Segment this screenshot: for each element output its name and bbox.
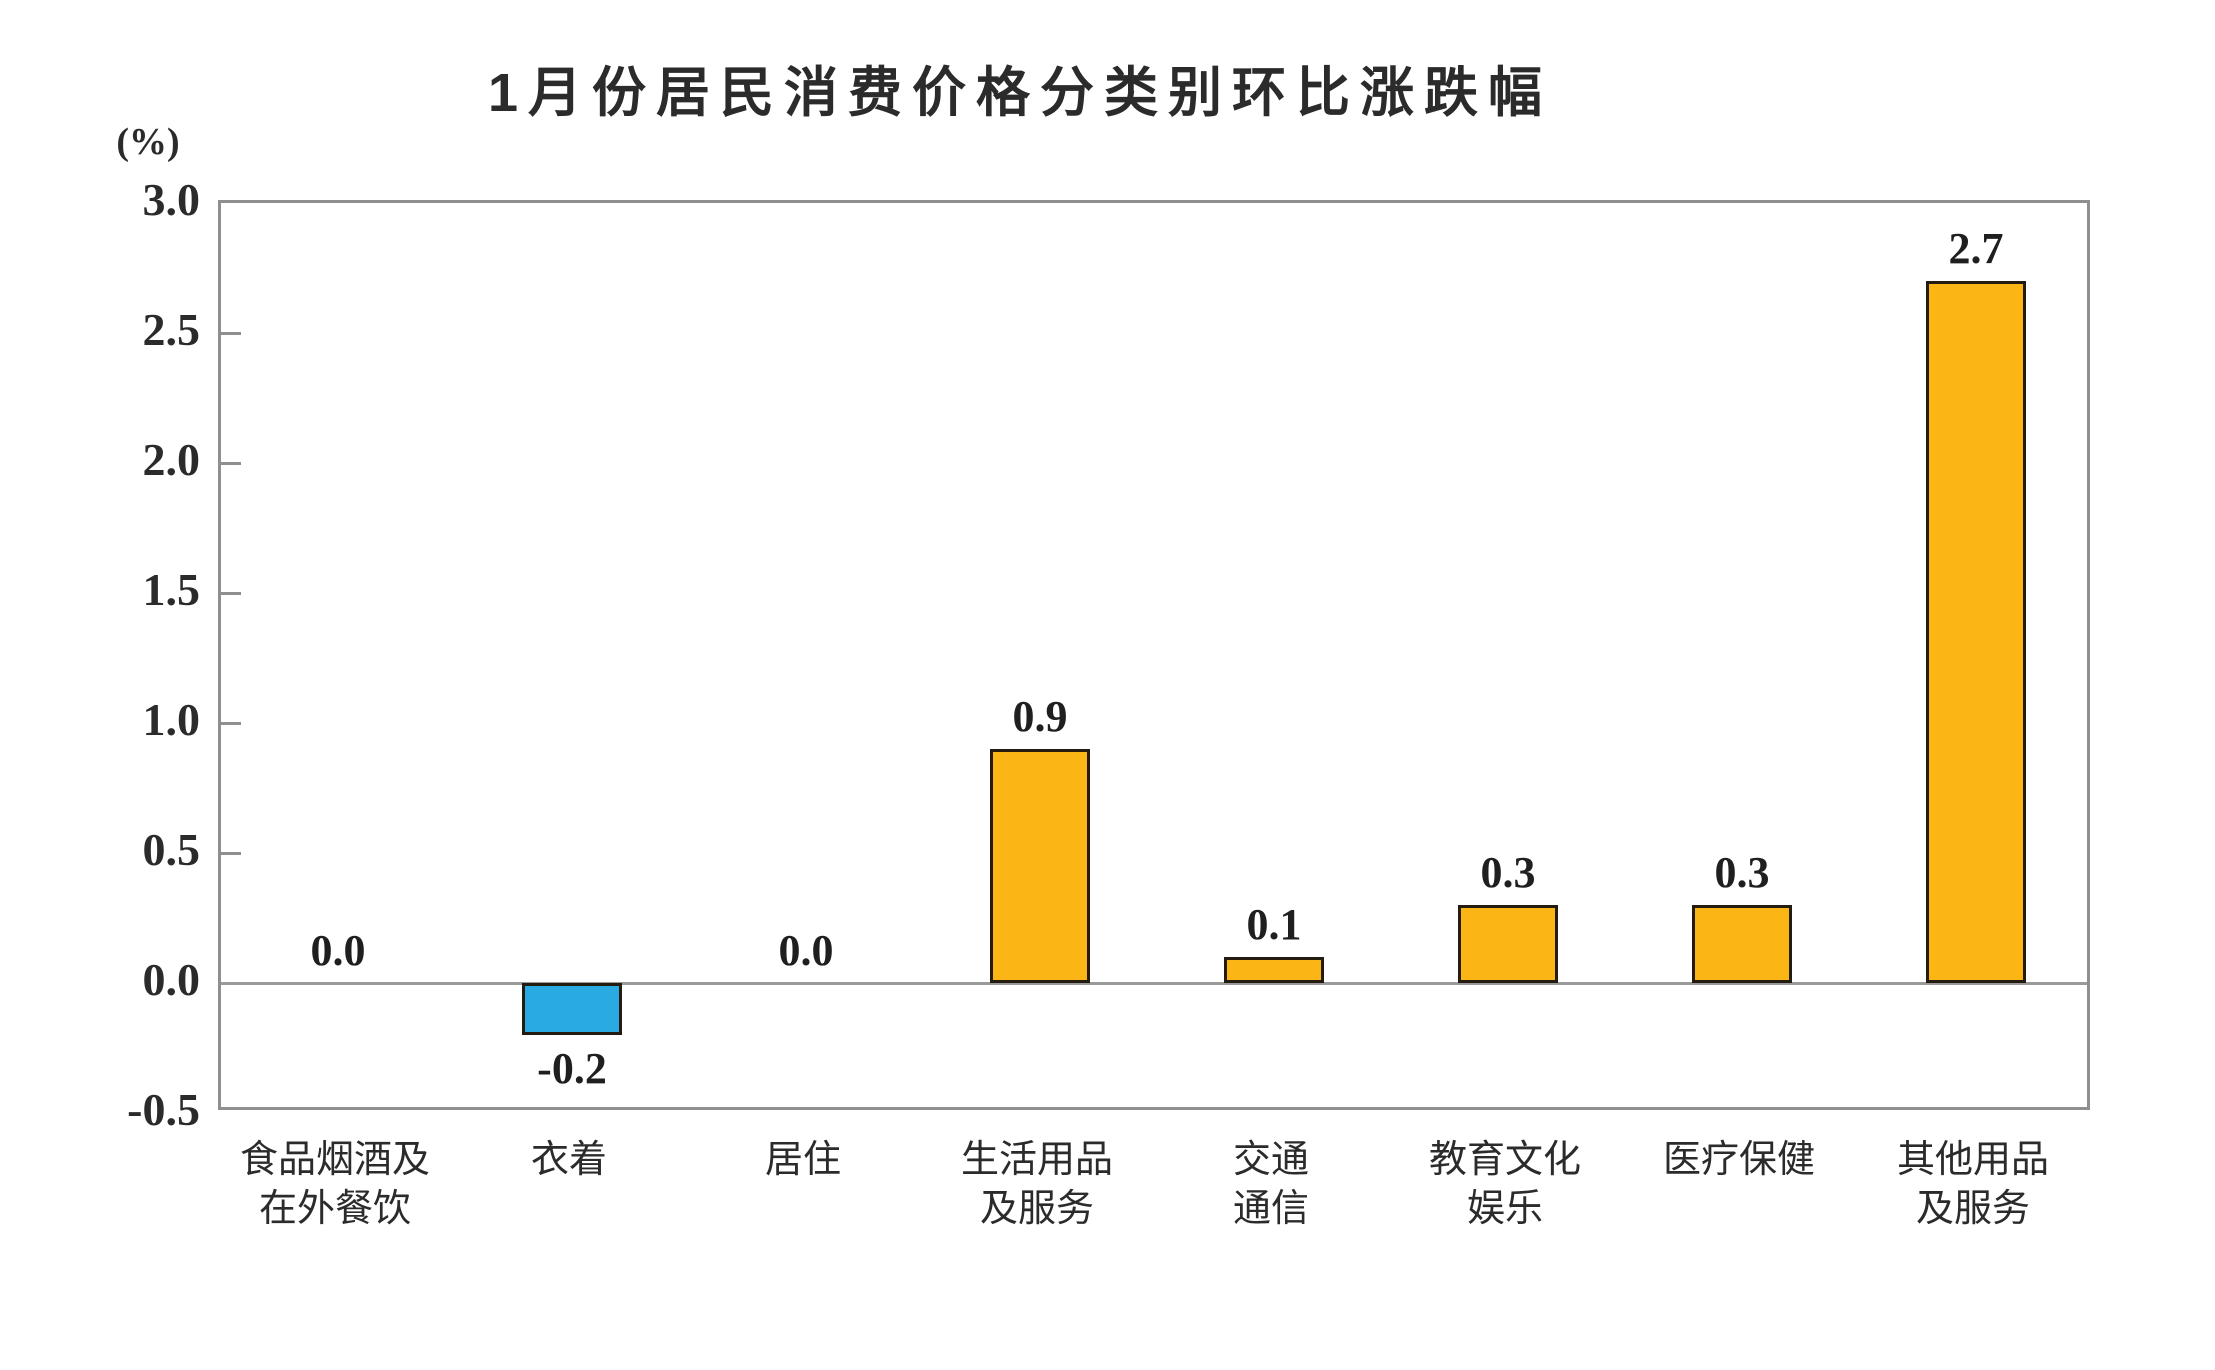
chart-title: 1月份居民消费价格分类别环比涨跌幅 [487,63,1553,123]
y-axis-tick-label: 1.5 [142,564,201,615]
y-axis-tick-label: -0.5 [127,1084,200,1135]
bar-positive [990,749,1090,983]
bar-value-label: -0.2 [537,1044,607,1093]
x-axis-category-label: 医疗保健 [1662,1139,1815,1181]
y-axis-tick-label: 0.0 [142,954,201,1005]
bar-positive [1926,281,2026,983]
x-axis-category-label: 其他用品 及服务 [1896,1139,2049,1231]
x-axis-category-label: 生活用品 及服务 [960,1139,1113,1231]
x-axis-category-label: 交通 通信 [1232,1139,1309,1231]
bar-value-label: 0.0 [310,926,366,975]
y-axis-tick-mark [221,591,241,595]
bar-positive [1458,905,1558,983]
y-axis-tick-mark [221,851,241,855]
bar-value-label: 0.1 [1246,900,1302,949]
x-axis-category-label: 食品烟酒及 在外餐饮 [239,1139,430,1231]
y-axis-tick-mark [221,461,241,465]
bar-positive [1224,957,1324,983]
x-axis-category-label: 教育文化 娱乐 [1428,1139,1581,1231]
x-axis-category-label: 居住 [764,1139,841,1181]
bar-positive [1692,905,1792,983]
y-axis-tick-mark [221,721,241,725]
x-axis-category-label: 衣着 [530,1139,607,1181]
y-axis-tick-label: 2.0 [142,434,201,485]
y-axis-tick-mark [221,331,241,335]
bar-value-label: 0.3 [1714,848,1770,897]
y-axis-unit-label: (%) [116,121,180,163]
y-axis-tick-label: 1.0 [142,694,201,745]
bar-value-label: 0.9 [1012,692,1068,741]
plot-area: 0.0 -0.2 0.0 0.9 0.1 0.3 0.3 2.7 [218,200,2090,1110]
y-axis-tick-label: 3.0 [142,174,201,225]
y-axis-tick-label: 2.5 [142,304,201,355]
y-axis-tick-label: 0.5 [142,824,201,875]
zero-baseline [221,981,2087,985]
bar-value-label: 2.7 [1948,224,2004,273]
bar-value-label: 0.0 [778,926,834,975]
bar-value-label: 0.3 [1480,848,1536,897]
bar-negative [522,983,622,1035]
